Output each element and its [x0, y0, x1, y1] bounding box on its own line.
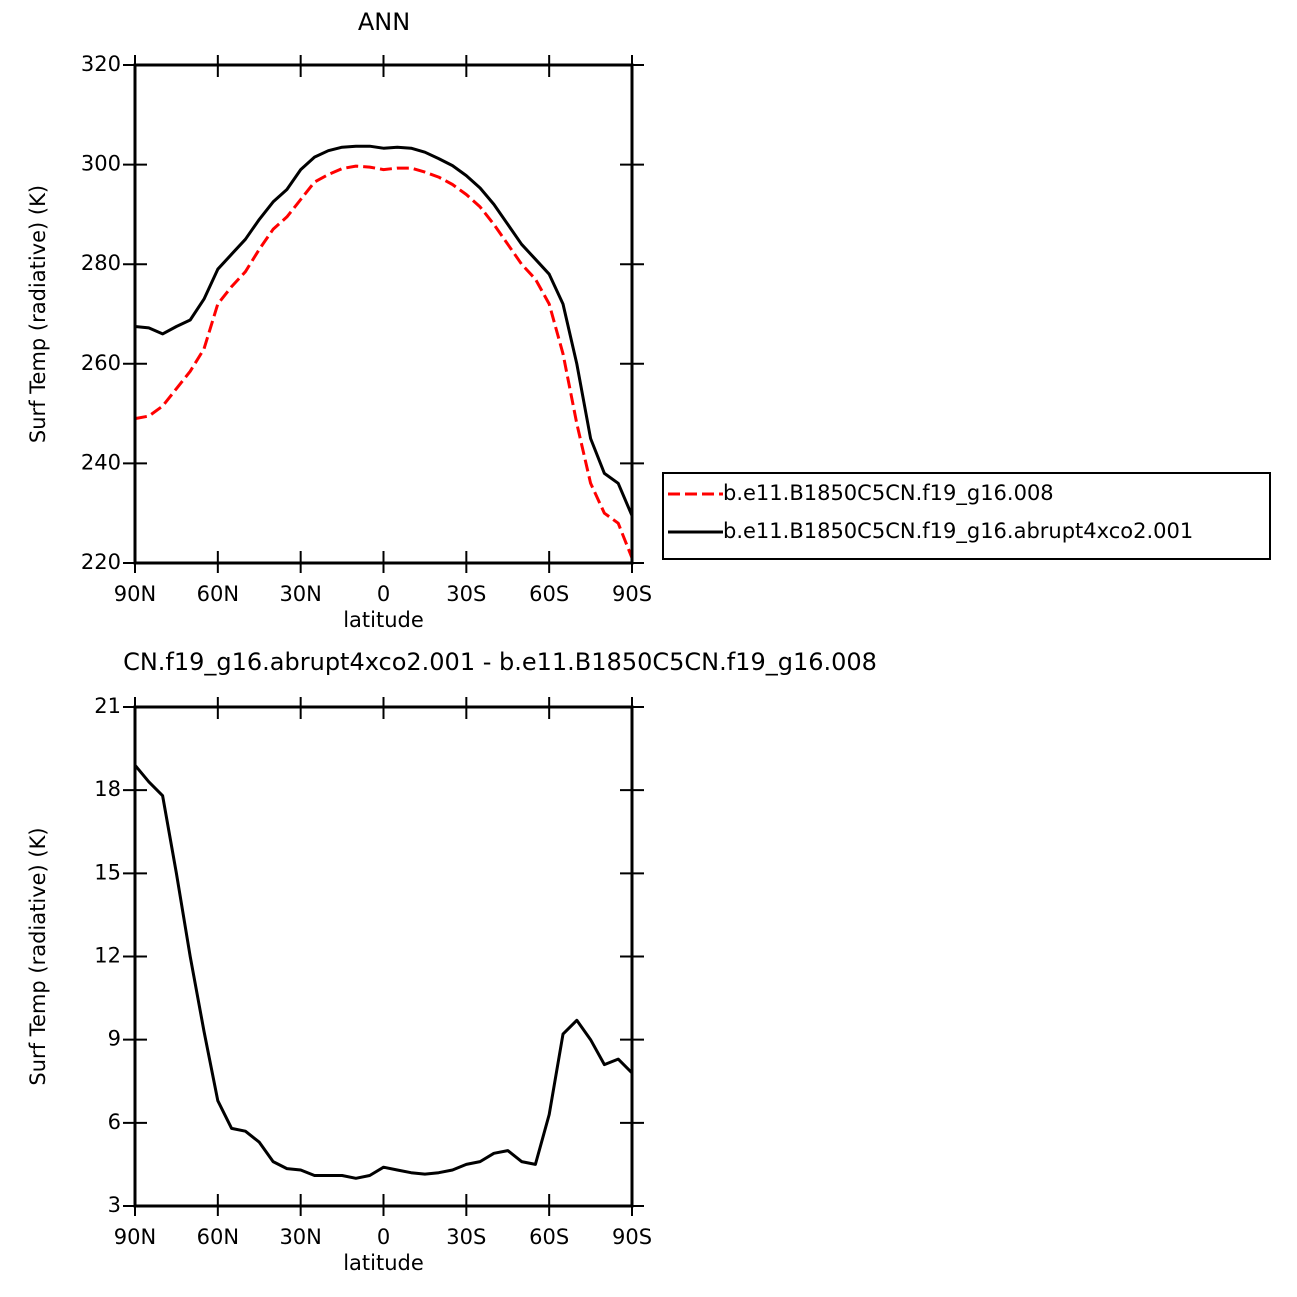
x-tick-label: 60N: [197, 1225, 239, 1249]
data-line: [133, 764, 634, 1180]
legend-label: b.e11.B1850C5CN.f19_g16.008: [723, 481, 1054, 506]
x-tick-label: 30N: [279, 1225, 321, 1249]
x-tick-label: 90S: [612, 1225, 652, 1249]
y-tick-label: 6: [108, 1110, 121, 1134]
chart-title: ANN: [358, 8, 410, 36]
x-tick-label: 0: [377, 1225, 390, 1249]
x-tick-label: 60S: [529, 1225, 569, 1249]
plot-frame: [133, 63, 634, 565]
plot-frame: [133, 705, 634, 1208]
y-tick-label: 240: [81, 450, 121, 474]
x-tick-label: 90N: [114, 1225, 156, 1249]
legend-box: [662, 472, 1271, 560]
x-tick-label: 90N: [114, 582, 156, 606]
y-tick-label: 21: [94, 694, 121, 718]
data-line: [134, 164, 634, 559]
y-tick-label: 18: [94, 777, 121, 801]
x-tick-label: 0: [377, 582, 390, 606]
y-tick-label: 12: [94, 944, 121, 968]
x-axis-label: latitude: [343, 1251, 424, 1275]
chart-title: CN.f19_g16.abrupt4xco2.001 - b.e11.B1850…: [123, 648, 877, 676]
y-tick-label: 9: [108, 1027, 121, 1051]
x-tick-label: 30S: [446, 582, 486, 606]
y-axis-label: Surf Temp (radiative) (K): [26, 827, 50, 1085]
x-tick-label: 60S: [529, 582, 569, 606]
y-tick-label: 3: [108, 1193, 121, 1217]
y-tick-label: 280: [81, 251, 121, 275]
y-tick-label: 260: [81, 351, 121, 375]
x-tick-label: 60N: [197, 582, 239, 606]
x-axis-label: latitude: [343, 608, 424, 632]
x-tick-label: 90S: [612, 582, 652, 606]
y-tick-label: 300: [81, 152, 121, 176]
legend-label: b.e11.B1850C5CN.f19_g16.abrupt4xco2.001: [723, 519, 1193, 544]
x-tick-label: 30N: [279, 582, 321, 606]
y-tick-label: 15: [94, 860, 121, 884]
y-tick-label: 220: [81, 550, 121, 574]
y-tick-label: 320: [81, 52, 121, 76]
x-tick-label: 30S: [446, 1225, 486, 1249]
y-axis-label: Surf Temp (radiative) (K): [26, 185, 50, 443]
data-line: [134, 144, 634, 517]
